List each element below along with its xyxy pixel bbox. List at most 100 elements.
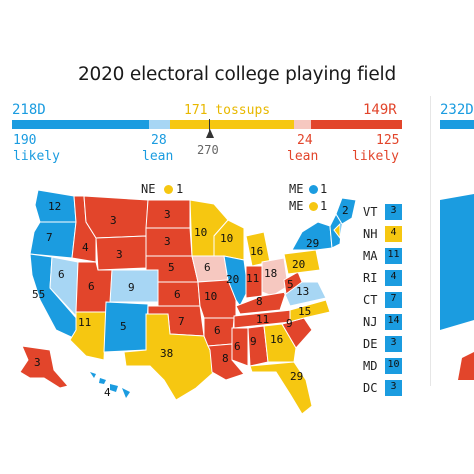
rep-lean-count: 24 (297, 133, 313, 148)
state-nh-sliver (333, 222, 341, 240)
ev-ok: 7 (178, 315, 185, 328)
ev-ak: 3 (34, 356, 41, 369)
state-tx (123, 313, 215, 401)
ev-mi: 16 (250, 245, 263, 258)
ev-nc: 15 (298, 305, 311, 318)
dem-lean-count: 28 (151, 133, 167, 148)
ev-ar: 6 (214, 324, 221, 337)
ev-hi: 4 (104, 386, 111, 399)
state-ga (263, 323, 297, 363)
ev-nd: 3 (164, 208, 171, 221)
small-state-ev: 3 (390, 381, 397, 392)
state-hi-4 (122, 388, 130, 398)
state-hi-2 (99, 378, 106, 384)
state-wv (283, 271, 303, 295)
small-state-abbr: DE (363, 337, 378, 351)
state-pa (283, 249, 321, 275)
ev-mn: 10 (194, 226, 207, 239)
small-state-ev: 3 (390, 205, 397, 216)
threshold-line (209, 119, 210, 131)
ev-mo: 10 (204, 290, 217, 303)
small-state-box: 3 (385, 380, 402, 396)
ev-pa: 20 (292, 258, 305, 271)
state-hi-1 (90, 372, 96, 378)
ev-me: 2 (342, 204, 349, 217)
next-panel-map-fragment (440, 194, 474, 380)
small-state-box: 4 (385, 270, 402, 286)
small-state-ev: 4 (390, 227, 397, 238)
me-district1-dot (309, 185, 318, 194)
ev-fl: 29 (290, 370, 303, 383)
ev-wi: 10 (220, 232, 233, 245)
ev-nv: 6 (58, 268, 65, 281)
small-state-abbr: NJ (363, 315, 378, 329)
ev-al: 9 (250, 335, 257, 348)
ev-ia: 6 (204, 261, 211, 274)
small-state-abbr: MA (363, 249, 378, 263)
ev-tx: 38 (160, 347, 173, 360)
ev-az: 11 (78, 316, 91, 329)
next-panel-divider (430, 96, 431, 386)
small-state-abbr: NH (363, 227, 378, 241)
dem-lean-label: lean (142, 149, 174, 164)
ev-va: 13 (296, 285, 309, 298)
rep-likely-label: likely (352, 149, 399, 164)
state-fl (249, 361, 313, 415)
ev-or: 7 (46, 231, 53, 244)
ev-ca: 55 (32, 288, 45, 301)
small-state-abbr: DC (363, 381, 378, 395)
state-hi-3 (110, 384, 118, 392)
ev-wa: 12 (48, 200, 61, 213)
ne-district-value: 1 (176, 182, 184, 196)
state-me (335, 197, 357, 225)
ev-mt: 3 (110, 214, 117, 227)
small-state-ev: 7 (390, 293, 397, 304)
small-state-ev: 3 (390, 337, 397, 348)
ev-wy: 3 (116, 248, 123, 261)
tossups-label: 171 tossups (184, 103, 271, 118)
ev-ga: 16 (270, 333, 283, 346)
dem-likely-count: 190 (13, 133, 37, 148)
small-state-abbr: RI (363, 271, 378, 285)
state-or (29, 221, 77, 259)
bar-rep-likely (311, 120, 402, 129)
bar-tossup (170, 120, 294, 129)
rep-lean-label: lean (287, 149, 319, 164)
ne-district-dot (164, 185, 173, 194)
ev-co: 9 (128, 281, 135, 294)
small-state-abbr: CT (363, 293, 378, 307)
bar-dem-likely (12, 120, 149, 129)
state-ak (19, 345, 69, 389)
ev-ms: 6 (234, 340, 241, 353)
rep-likely-count: 125 (376, 133, 400, 148)
me-district2-dot (309, 202, 318, 211)
small-state-ev: 4 (390, 271, 397, 282)
me-district2-label: ME (289, 199, 304, 213)
ev-id: 4 (82, 241, 89, 254)
small-state-box: 14 (385, 314, 402, 330)
state-oh (261, 257, 289, 297)
ev-tn: 11 (256, 313, 269, 326)
state-ms (231, 327, 249, 367)
ev-sc: 9 (286, 317, 293, 330)
dem-total-label: 218D (12, 102, 46, 118)
small-state-ev: 14 (387, 315, 400, 326)
threshold-label: 270 (197, 143, 219, 157)
ev-il: 20 (226, 273, 239, 286)
small-state-box: 4 (385, 226, 402, 242)
small-state-ev: 11 (387, 249, 400, 260)
small-state-box: 10 (385, 358, 402, 374)
ev-ne: 5 (168, 261, 175, 274)
next-panel-bar (440, 120, 474, 129)
small-state-abbr: VT (363, 205, 378, 219)
ev-ky: 8 (256, 295, 263, 308)
ev-la: 8 (222, 352, 229, 365)
ev-oh: 18 (264, 267, 277, 280)
bar-rep-lean (294, 120, 311, 129)
ev-nm: 5 (120, 320, 127, 333)
small-state-box: 7 (385, 292, 402, 308)
me-district1-value: 1 (320, 182, 328, 196)
dem-likely-label: likely (13, 149, 60, 164)
chart-title: 2020 electoral college playing field (77, 64, 397, 85)
